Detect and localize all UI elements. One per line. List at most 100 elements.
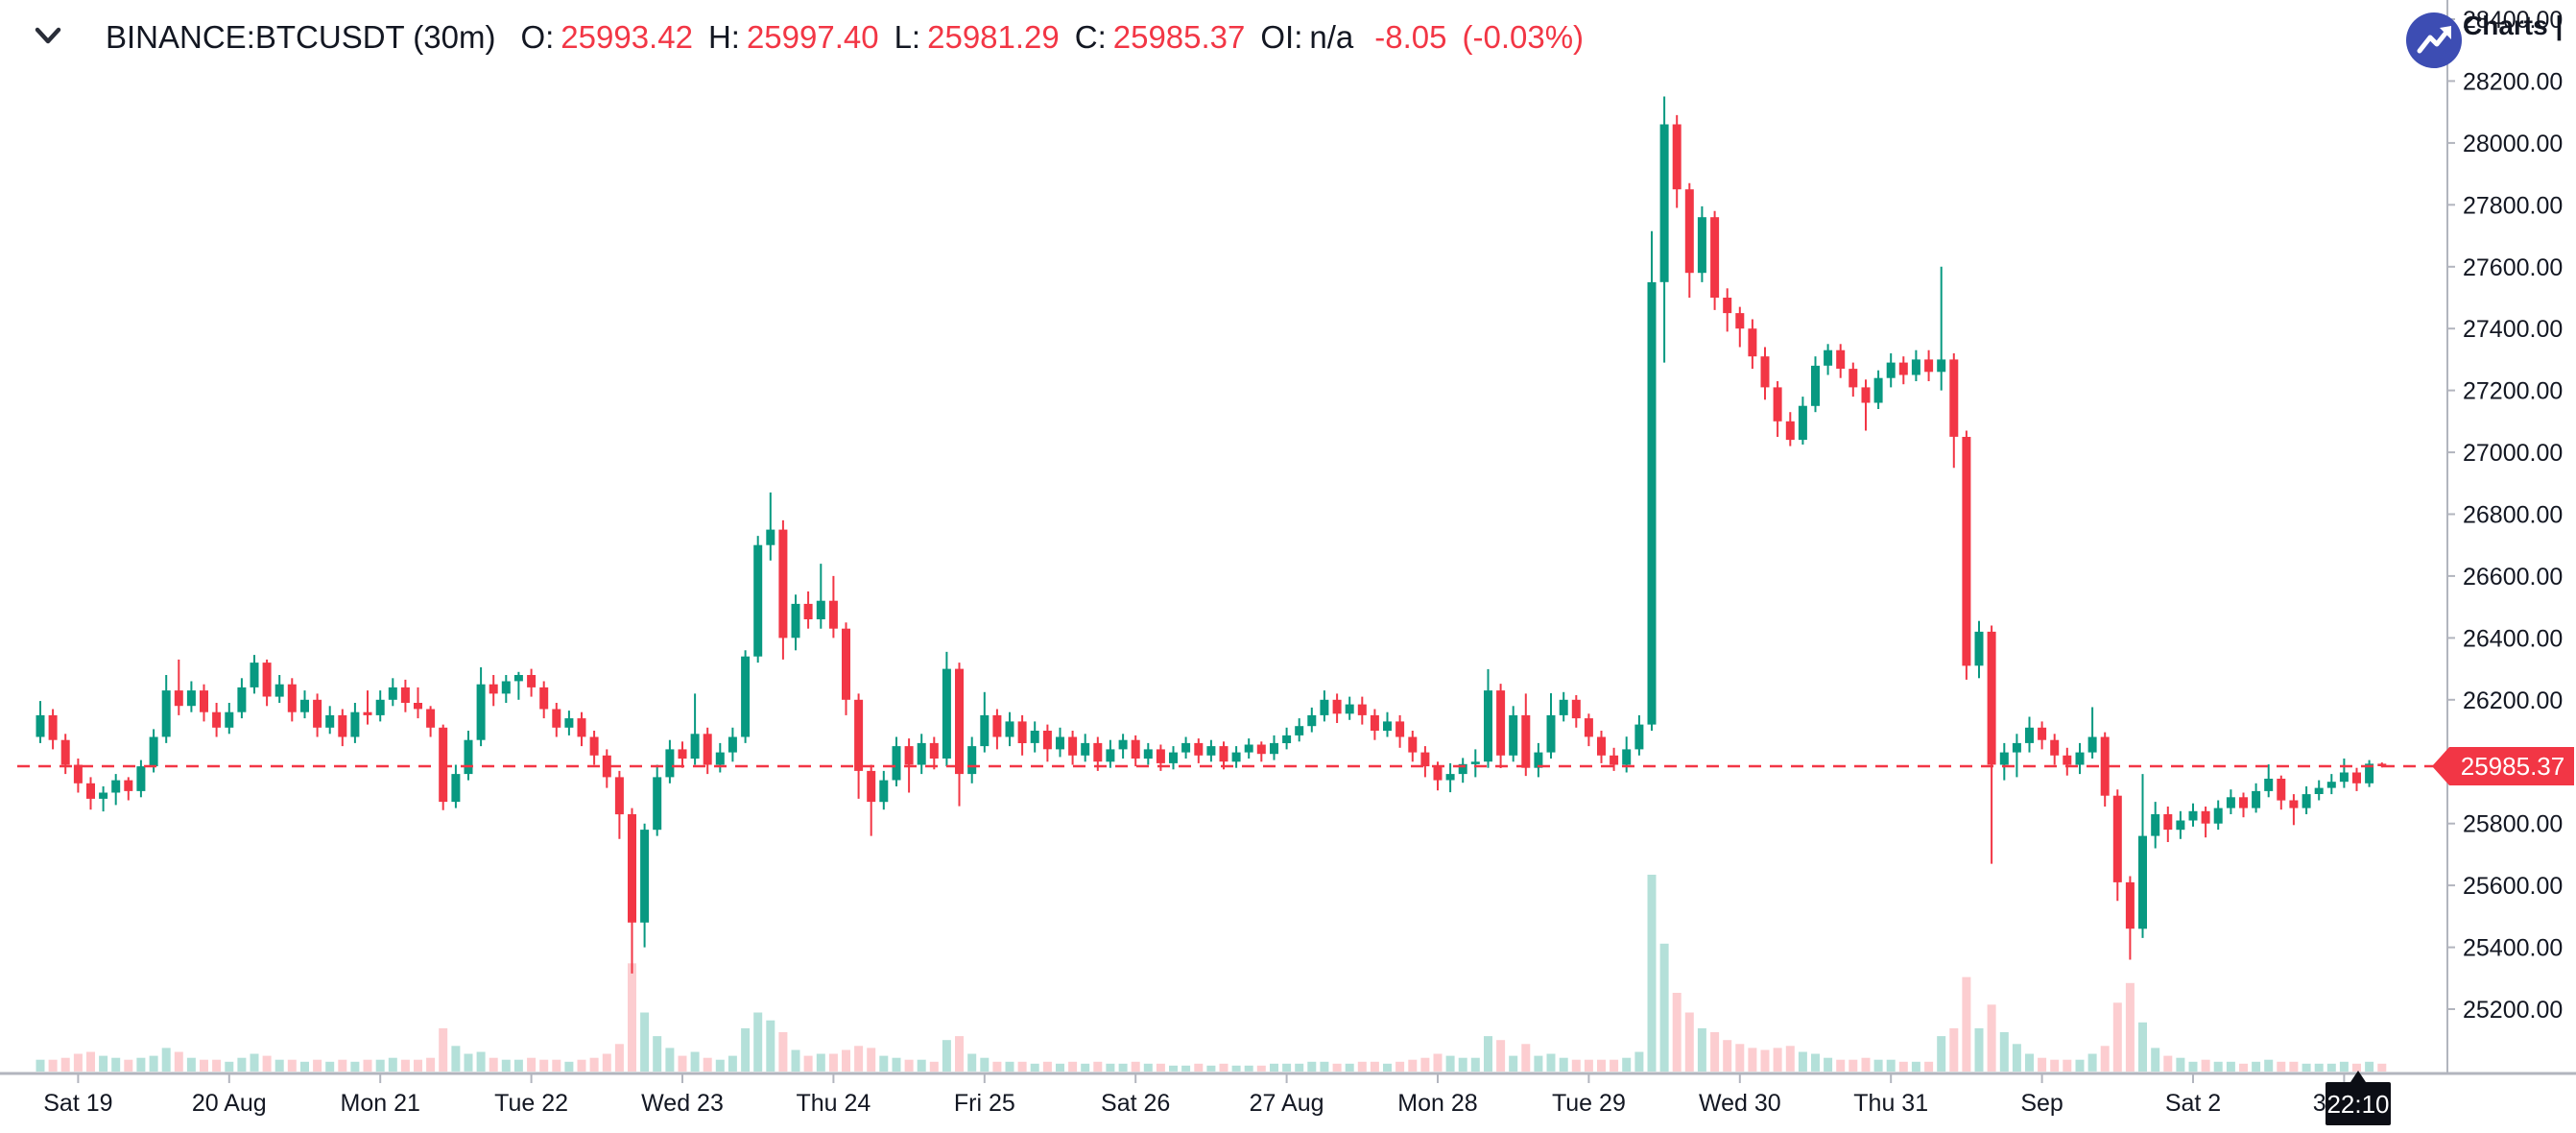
close-value: 25985.37: [1112, 19, 1246, 55]
volume-bar: [451, 1046, 461, 1072]
candle: [513, 675, 523, 682]
candle: [262, 663, 272, 697]
volume-bar: [124, 1059, 133, 1072]
candle: [451, 774, 461, 803]
volume-bar: [262, 1055, 272, 1072]
candle: [614, 777, 624, 815]
candle: [1081, 742, 1090, 756]
volume-bar: [1282, 1063, 1292, 1072]
volume-bar: [1911, 1061, 1920, 1073]
volume-bar: [426, 1057, 436, 1072]
volume-bar: [1496, 1040, 1506, 1072]
candle: [250, 663, 259, 687]
time-cursor-value: 22:10: [2326, 1090, 2389, 1119]
time-axis[interactable]: Sat 19 20 Aug Mon 21 Tue 22 Wed 23 Thu 24 Fri …: [43, 1073, 2375, 1117]
price-axis-label: 28400.00: [2463, 7, 2563, 34]
candle: [1056, 736, 1064, 750]
candle: [1949, 359, 1959, 437]
candle: [1219, 746, 1228, 762]
candle: [149, 736, 158, 767]
symbol-title[interactable]: BINANCE:BTCUSDT (30m): [106, 19, 496, 55]
volume-bar: [212, 1059, 222, 1072]
tradingview-logo[interactable]: [2406, 12, 2462, 68]
candle: [2075, 752, 2085, 765]
volume-bar: [1898, 1061, 1908, 1073]
candle: [1811, 365, 1820, 406]
chevron-down-icon: [35, 27, 61, 44]
candle: [2063, 755, 2072, 765]
legend-collapse-button[interactable]: [33, 23, 63, 53]
volume-bar: [1005, 1061, 1014, 1073]
volume-bar: [967, 1053, 977, 1072]
volume-bar: [803, 1055, 813, 1072]
volume-bar: [602, 1053, 611, 1072]
volume-bar: [1181, 1065, 1191, 1072]
volume-bar: [2339, 1061, 2349, 1073]
candle: [1005, 721, 1014, 737]
time-axis-label: Fri 25: [954, 1090, 1015, 1117]
volume-bar: [1610, 1059, 1619, 1072]
volume-bar: [2252, 1061, 2261, 1073]
charts-attribution-link[interactable]: Charts |: [2463, 11, 2563, 40]
volume-bar: [2075, 1059, 2085, 1072]
candle: [2012, 742, 2021, 753]
volume-bar: [2050, 1059, 2060, 1072]
volume-bar: [929, 1061, 939, 1073]
volume-bar: [1697, 1027, 1706, 1072]
volume-bar: [2377, 1063, 2387, 1072]
candle: [791, 603, 800, 639]
high-value: 25997.40: [746, 19, 879, 55]
candle: [1181, 742, 1191, 753]
volume-bar: [1231, 1065, 1241, 1072]
candle: [1017, 721, 1027, 743]
volume-bar: [917, 1059, 926, 1072]
volume-bar: [1735, 1044, 1745, 1072]
volume-bar: [753, 1012, 763, 1072]
volume-bar: [791, 1049, 800, 1072]
candle: [803, 603, 813, 619]
candle: [640, 830, 650, 923]
candle: [1131, 739, 1140, 759]
candle: [2163, 814, 2173, 831]
time-axis-label: Sat 2: [2165, 1090, 2221, 1117]
candle: [904, 746, 914, 765]
candle: [816, 600, 825, 619]
volume-bar: [2239, 1063, 2248, 1072]
volume-bar: [1684, 1012, 1694, 1072]
candle: [1898, 362, 1908, 375]
volume-bar: [527, 1057, 537, 1072]
volume-bar: [2025, 1053, 2034, 1072]
candle: [1383, 721, 1392, 732]
volume-bar: [501, 1059, 511, 1072]
candle: [1987, 631, 1996, 765]
candle: [48, 714, 58, 740]
volume-bar: [628, 963, 636, 1072]
price-axis[interactable]: 28400.00 28200.00 28000.00 27800.00 27600.00…: [2447, 7, 2563, 1024]
volume-bar: [1433, 1053, 1443, 1072]
volume-bar: [2302, 1063, 2311, 1072]
volume-bar: [1270, 1063, 1278, 1072]
candle: [1458, 763, 1467, 775]
volume-bar: [653, 1036, 662, 1072]
volume-bar: [1345, 1063, 1354, 1072]
price-axis-label: 25200.00: [2463, 997, 2563, 1024]
volume-bar: [1143, 1063, 1153, 1072]
price-axis-label: 25400.00: [2463, 935, 2563, 962]
price-axis-label: 27000.00: [2463, 440, 2563, 467]
volume-bar: [1068, 1061, 1078, 1073]
time-axis-label: Sat 19: [43, 1090, 112, 1117]
volume-bar: [1647, 875, 1657, 1072]
chart-plot-area[interactable]: [0, 0, 2447, 1073]
candle: [489, 684, 498, 694]
volume-bar: [2151, 1048, 2160, 1072]
volume-bar: [1169, 1065, 1178, 1072]
candle: [967, 746, 977, 775]
price-axis-label: 25600.00: [2463, 873, 2563, 900]
candle: [778, 529, 788, 639]
volume-bar: [2138, 1022, 2147, 1072]
low-value: 25981.29: [927, 19, 1060, 55]
volume-bar: [1824, 1057, 1833, 1072]
volume-bar: [1785, 1046, 1795, 1072]
candle: [1206, 746, 1216, 756]
candle: [1484, 690, 1492, 762]
